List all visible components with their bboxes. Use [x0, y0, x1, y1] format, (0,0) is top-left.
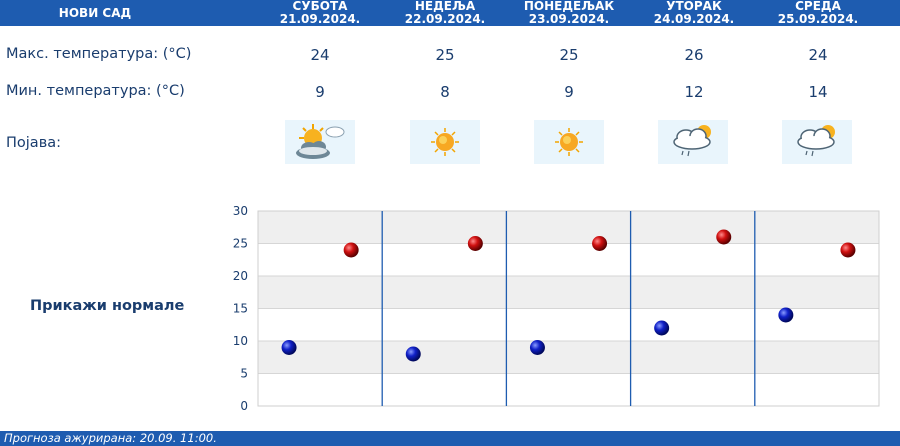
day-column-header: НЕДЕЉА 22.09.2024. [385, 0, 505, 26]
y-tick-label: 5 [240, 367, 248, 381]
grid-band [258, 276, 879, 309]
min-temp-value: 9 [564, 83, 574, 101]
max-temp-point [840, 242, 856, 258]
y-tick-label: 10 [233, 334, 248, 348]
min-temp-value: 12 [684, 83, 704, 101]
min-temp-label: Мин. температура: (°C) [6, 83, 185, 99]
grid-band [258, 341, 879, 374]
sun-icon [410, 120, 480, 164]
grid-band [258, 308, 879, 341]
y-tick-label: 0 [240, 399, 248, 413]
max-temp-value: 25 [559, 46, 579, 64]
day-name: НЕДЕЉА [414, 0, 476, 13]
day-column-header: УТОРАК 24.09.2024. [634, 0, 754, 26]
min-temp-point [778, 307, 794, 323]
min-temp-point [654, 320, 670, 336]
max-temp-point [592, 236, 608, 251]
day-date: 23.09.2024. [528, 12, 610, 26]
y-tick-label: 25 [233, 237, 248, 251]
max-temp-label: Макс. температура: (°C) [6, 46, 192, 62]
max-temp-point [467, 236, 483, 251]
city-name: НОВИ САД [58, 6, 132, 20]
min-temp-value: 8 [440, 83, 450, 101]
forecast-updated-text: Прогноза ажурирана: 20.09. 11:00. [4, 431, 217, 445]
grid-band [258, 243, 879, 276]
grid-band [258, 211, 879, 244]
phenomenon-label: Појава: [6, 135, 62, 151]
day-date: 25.09.2024. [777, 12, 859, 26]
min-temp-point [405, 346, 421, 362]
day-date: 22.09.2024. [404, 12, 486, 26]
plot-frame [257, 210, 880, 407]
day-name: УТОРАК [666, 0, 722, 13]
temperature-chart: 0 5 10 15 20 25 30 [233, 204, 880, 413]
show-normals-link[interactable]: Прикажи нормале [30, 298, 185, 314]
min-temp-value: 9 [315, 83, 325, 101]
footer-bar: Прогноза ажурирана: 20.09. 11:00. [0, 431, 900, 446]
forecast-header: НОВИ САД СУБОТА 21.09.2024. НЕДЕЉА 22.09… [0, 0, 900, 26]
max-temp-point [716, 229, 732, 245]
sun-icon [534, 120, 604, 164]
min-temp-point [529, 340, 545, 355]
day-column-header: СРЕДА 25.09.2024. [758, 0, 878, 26]
min-temp-point [281, 340, 297, 355]
day-name: СУБОТА [292, 0, 348, 13]
max-temp-value: 24 [310, 46, 330, 64]
rain-cloud-sun-icon [658, 120, 728, 164]
grid-band [258, 373, 879, 406]
day-column-header: СУБОТА 21.09.2024. [260, 0, 380, 26]
min-temp-value: 14 [808, 83, 828, 101]
rain-cloud-sun-icon [782, 120, 852, 164]
max-temp-point [343, 242, 359, 258]
max-temp-value: 24 [808, 46, 828, 64]
day-name: СРЕДА [795, 0, 841, 13]
day-date: 21.09.2024. [279, 12, 361, 26]
y-tick-label: 15 [233, 302, 248, 316]
day-date: 24.09.2024. [653, 12, 735, 26]
max-temp-value: 25 [435, 46, 455, 64]
y-tick-label: 30 [233, 204, 248, 218]
max-temp-value: 26 [684, 46, 704, 64]
y-tick-label: 20 [233, 269, 248, 283]
day-name: ПОНЕДЕЉАК [523, 0, 615, 13]
sun-cloud-icon [285, 120, 355, 164]
day-column-header: ПОНЕДЕЉАК 23.09.2024. [509, 0, 629, 26]
